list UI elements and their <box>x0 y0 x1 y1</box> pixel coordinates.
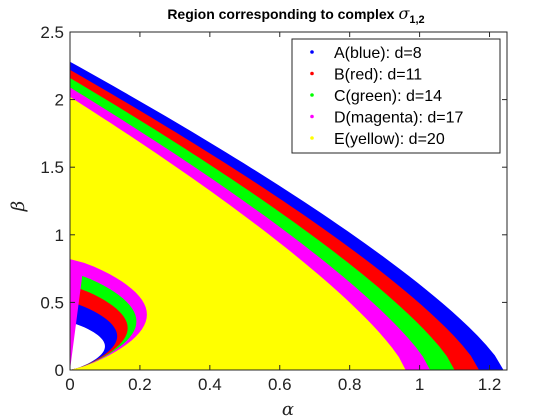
x-tick-label: 0.4 <box>198 375 222 394</box>
y-tick-label: 1.5 <box>40 158 64 177</box>
y-tick-label: 2 <box>55 91 64 110</box>
y-tick-label: 0.5 <box>40 293 64 312</box>
chart-title: Region corresponding to complex σ1,2 <box>167 4 424 26</box>
legend-label: C(green): d=14 <box>334 88 442 105</box>
legend-marker <box>310 114 314 119</box>
y-tick-label: 2.5 <box>40 23 64 42</box>
x-tick-label: 0.2 <box>128 375 152 394</box>
y-axis-label: β <box>8 201 29 212</box>
chart-title-text: Region corresponding to complex <box>167 6 394 22</box>
chart-regions <box>70 61 504 371</box>
x-tick-label: 1 <box>415 375 424 394</box>
legend-marker <box>310 93 314 97</box>
y-tick-label: 1 <box>55 226 64 245</box>
x-tick-label: 0 <box>65 375 74 394</box>
region-series-5 <box>70 96 406 371</box>
chart-title-symbol: σ <box>398 4 410 23</box>
legend: A(blue): d=8 B(red): d=11 C(green): d=14 D(… <box>291 38 501 154</box>
legend-label: B(red): d=11 <box>334 67 422 84</box>
x-tick-label: 0.6 <box>268 375 292 394</box>
x-tick-label: 0.8 <box>338 375 362 394</box>
x-tick-label: 1.2 <box>478 375 502 394</box>
chart-title-subscript: 1,2 <box>409 14 424 26</box>
plot-frame <box>69 31 508 371</box>
legend-marker <box>310 136 314 140</box>
legend-label: A(blue): d=8 <box>334 45 422 62</box>
legend-label: D(magenta): d=17 <box>334 110 464 127</box>
legend-marker <box>310 71 314 76</box>
axis-ticks: 0 0.2 0.4 0.6 0.8 1 1.2 0 0.5 1 1.5 2 2.5 <box>40 23 507 394</box>
legend-marker <box>310 50 314 54</box>
legend-label: E(yellow): d=20 <box>334 131 445 148</box>
x-axis-label: α <box>282 399 294 420</box>
y-tick-label: 0 <box>55 361 64 380</box>
legend-box <box>291 38 501 154</box>
